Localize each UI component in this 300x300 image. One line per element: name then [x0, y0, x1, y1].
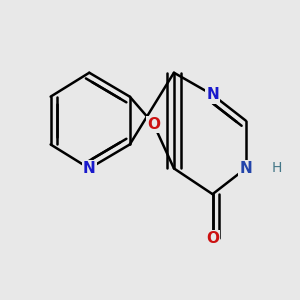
Text: H: H [272, 161, 282, 176]
Text: N: N [206, 87, 219, 102]
Text: O: O [206, 231, 219, 246]
Text: N: N [239, 161, 252, 176]
Text: O: O [147, 117, 160, 132]
Text: N: N [83, 161, 96, 176]
